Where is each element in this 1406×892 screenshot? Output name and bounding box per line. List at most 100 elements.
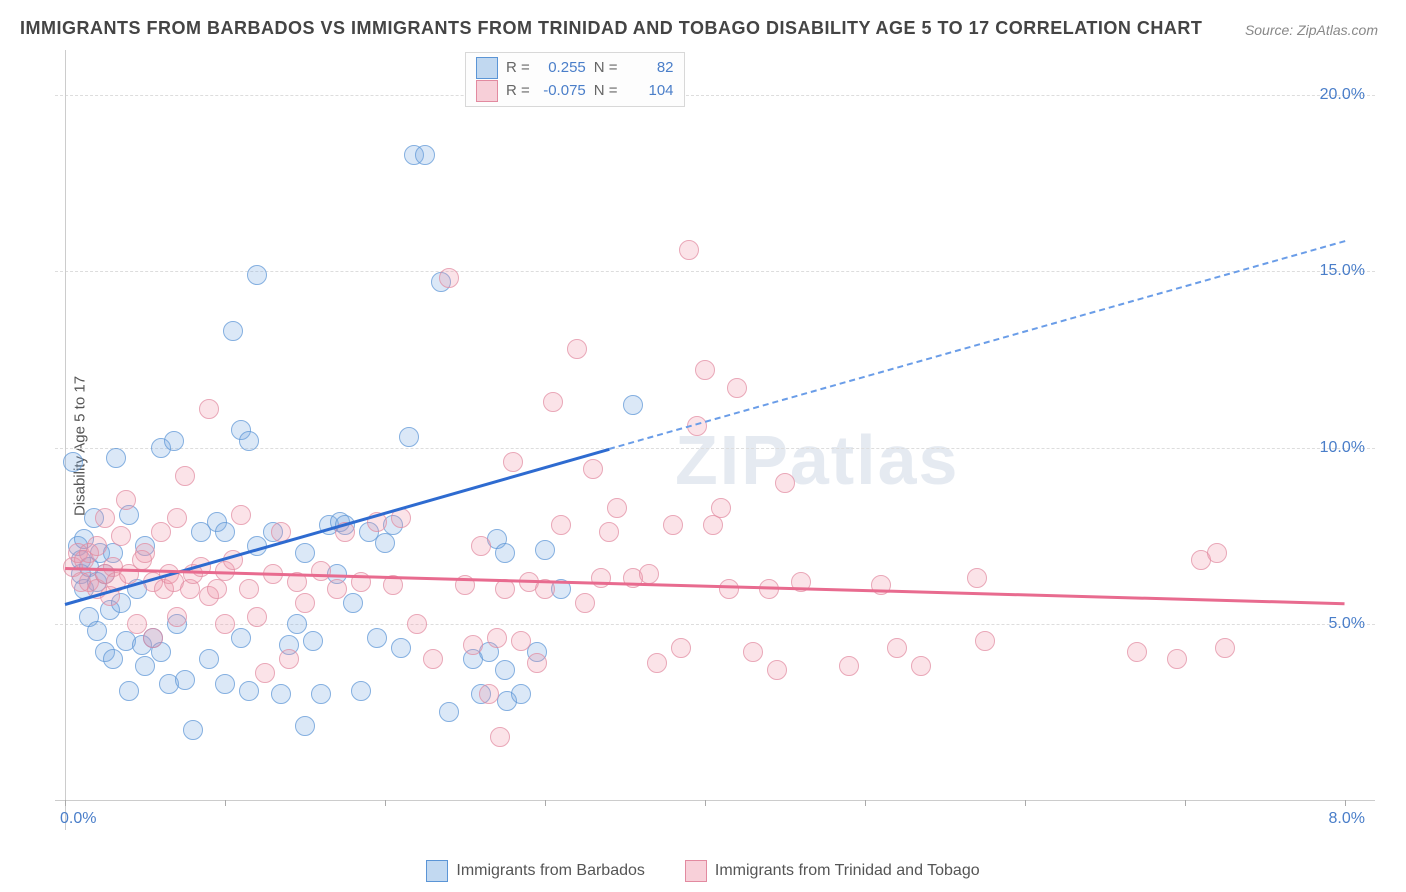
- y-tick-label: 15.0%: [1320, 262, 1365, 280]
- x-tick: [865, 800, 866, 806]
- scatter-point-blue: [367, 628, 387, 648]
- scatter-point-blue: [295, 716, 315, 736]
- scatter-point-pink: [703, 515, 723, 535]
- scatter-point-pink: [503, 452, 523, 472]
- legend-label-blue: Immigrants from Barbados: [456, 862, 645, 880]
- stats-r-label: R =: [506, 57, 530, 80]
- scatter-point-blue: [239, 681, 259, 701]
- scatter-point-blue: [271, 684, 291, 704]
- scatter-point-pink: [463, 635, 483, 655]
- scatter-point-pink: [967, 568, 987, 588]
- scatter-point-pink: [975, 631, 995, 651]
- scatter-point-pink: [327, 579, 347, 599]
- x-tick: [65, 800, 66, 806]
- scatter-point-pink: [583, 459, 603, 479]
- stats-row: R =0.255 N =82: [476, 57, 674, 80]
- scatter-point-pink: [567, 339, 587, 359]
- y-tick-label: 20.0%: [1320, 86, 1365, 104]
- scatter-point-blue: [215, 522, 235, 542]
- y-tick-label: 10.0%: [1320, 439, 1365, 457]
- scatter-point-blue: [231, 628, 251, 648]
- scatter-point-pink: [151, 522, 171, 542]
- scatter-point-blue: [103, 649, 123, 669]
- x-tick: [1025, 800, 1026, 806]
- scatter-point-pink: [87, 536, 107, 556]
- scatter-point-pink: [135, 543, 155, 563]
- scatter-point-blue: [415, 145, 435, 165]
- scatter-point-pink: [479, 684, 499, 704]
- scatter-point-pink: [167, 607, 187, 627]
- scatter-point-pink: [671, 638, 691, 658]
- scatter-point-pink: [711, 498, 731, 518]
- scatter-point-pink: [490, 727, 510, 747]
- scatter-point-pink: [1167, 649, 1187, 669]
- stats-swatch: [476, 80, 498, 102]
- scatter-point-blue: [183, 720, 203, 740]
- scatter-point-blue: [375, 533, 395, 553]
- scatter-point-pink: [543, 392, 563, 412]
- scatter-point-pink: [175, 466, 195, 486]
- stats-n-label: N =: [594, 57, 618, 80]
- stats-row: R = -0.075 N = 104: [476, 80, 674, 103]
- scatter-point-pink: [143, 628, 163, 648]
- scatter-point-blue: [311, 684, 331, 704]
- scatter-point-pink: [215, 614, 235, 634]
- x-tick: [545, 800, 546, 806]
- scatter-point-blue: [303, 631, 323, 651]
- scatter-point-pink: [767, 660, 787, 680]
- scatter-point-pink: [591, 568, 611, 588]
- scatter-point-blue: [106, 448, 126, 468]
- scatter-point-pink: [95, 508, 115, 528]
- legend-swatch-pink: [685, 860, 707, 882]
- scatter-point-blue: [223, 321, 243, 341]
- scatter-point-blue: [215, 674, 235, 694]
- scatter-point-pink: [239, 579, 259, 599]
- stats-swatch: [476, 57, 498, 79]
- scatter-point-pink: [199, 399, 219, 419]
- scatter-point-blue: [247, 265, 267, 285]
- scatter-point-blue: [164, 431, 184, 451]
- scatter-point-pink: [743, 642, 763, 662]
- scatter-point-pink: [1207, 543, 1227, 563]
- scatter-point-pink: [527, 653, 547, 673]
- scatter-point-pink: [407, 614, 427, 634]
- x-max-label: 8.0%: [1329, 810, 1365, 828]
- x-tick: [225, 800, 226, 806]
- stats-n-value: 104: [626, 80, 674, 103]
- stats-r-label: R =: [506, 80, 530, 103]
- scatter-point-blue: [119, 681, 139, 701]
- scatter-point-pink: [471, 536, 491, 556]
- x-tick: [385, 800, 386, 806]
- scatter-point-pink: [116, 490, 136, 510]
- legend-label-pink: Immigrants from Trinidad and Tobago: [715, 862, 980, 880]
- scatter-point-pink: [599, 522, 619, 542]
- grid-line: [55, 95, 1375, 96]
- scatter-point-pink: [167, 508, 187, 528]
- scatter-point-pink: [207, 579, 227, 599]
- scatter-point-pink: [255, 663, 275, 683]
- x-axis: [55, 800, 1375, 801]
- stats-n-value: 82: [626, 57, 674, 80]
- scatter-point-pink: [607, 498, 627, 518]
- scatter-point-pink: [1127, 642, 1147, 662]
- scatter-point-pink: [439, 268, 459, 288]
- scatter-point-blue: [399, 427, 419, 447]
- stats-r-value: -0.075: [538, 80, 586, 103]
- stats-n-label: N =: [594, 80, 618, 103]
- scatter-point-pink: [231, 505, 251, 525]
- scatter-point-pink: [247, 607, 267, 627]
- scatter-point-blue: [239, 431, 259, 451]
- scatter-point-pink: [727, 378, 747, 398]
- chart-title: IMMIGRANTS FROM BARBADOS VS IMMIGRANTS F…: [20, 18, 1202, 39]
- bottom-legend: Immigrants from Barbados Immigrants from…: [0, 860, 1406, 882]
- scatter-point-pink: [511, 631, 531, 651]
- scatter-point-pink: [279, 649, 299, 669]
- legend-swatch-blue: [426, 860, 448, 882]
- y-tick-label: 5.0%: [1329, 615, 1365, 633]
- scatter-point-blue: [351, 681, 371, 701]
- scatter-point-pink: [1215, 638, 1235, 658]
- scatter-point-blue: [175, 670, 195, 690]
- source-attribution: Source: ZipAtlas.com: [1245, 22, 1378, 38]
- scatter-point-pink: [575, 593, 595, 613]
- scatter-point-blue: [135, 656, 155, 676]
